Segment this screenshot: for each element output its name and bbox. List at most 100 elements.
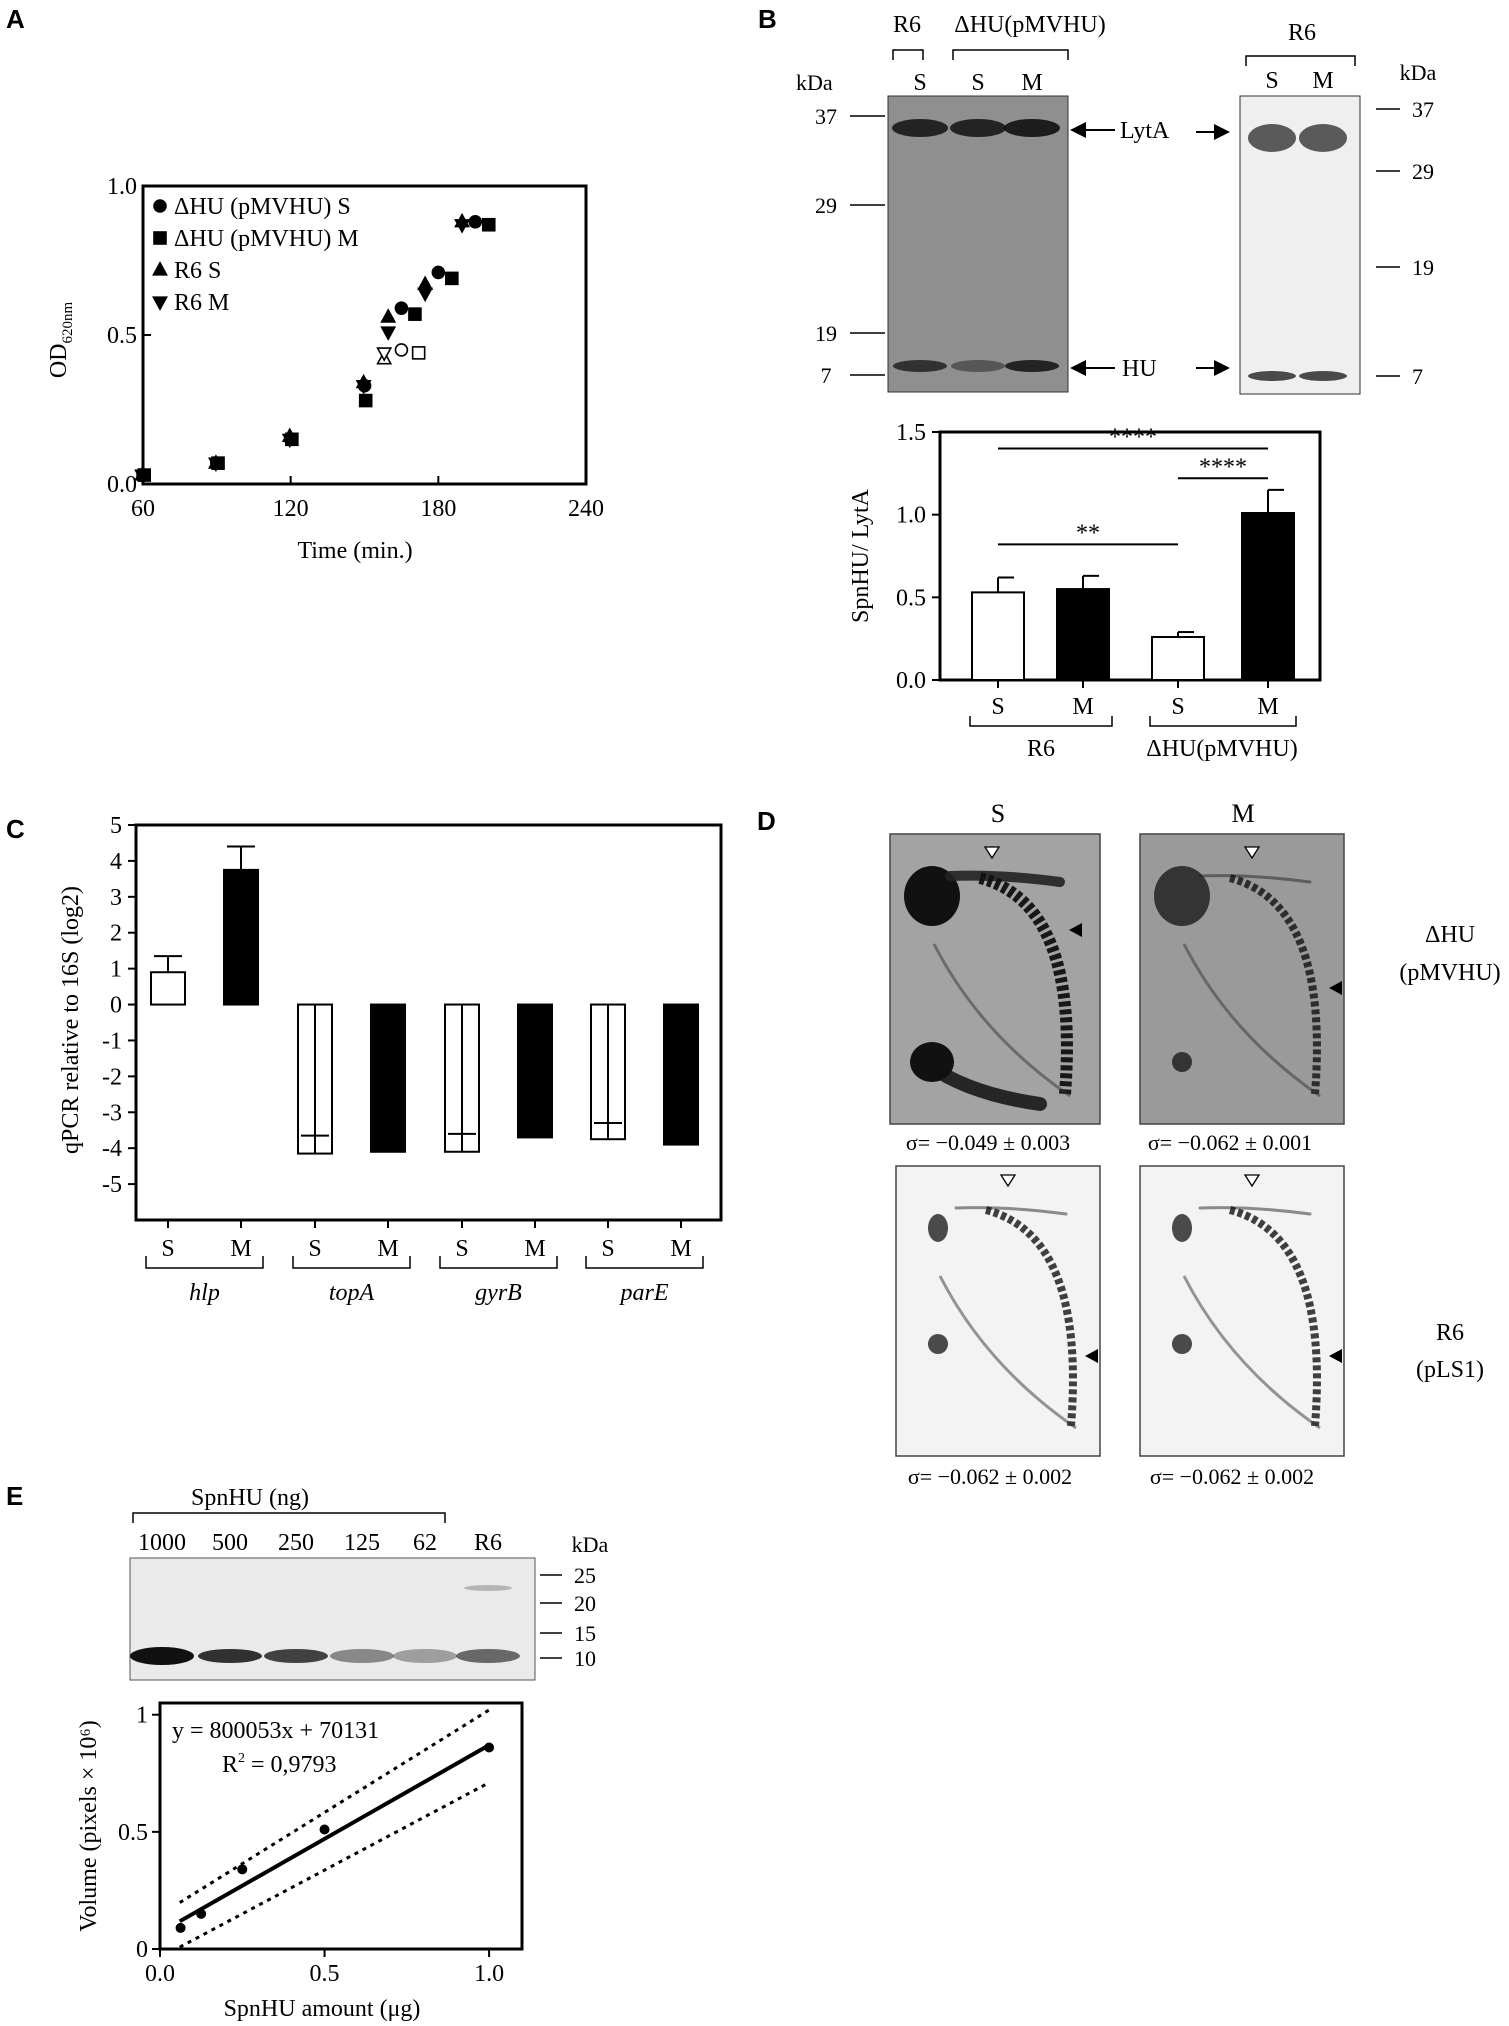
d-sigma-3: σ= −0.062 ± 0.002 — [908, 1464, 1072, 1489]
c-ytick-label: -5 — [102, 1172, 122, 1198]
e-x-axis-label: SpnHU amount (μg) — [224, 1996, 421, 2022]
a-xtick-label: 240 — [568, 496, 604, 522]
a-point — [417, 287, 434, 303]
a-ytick-label: 0.0 — [107, 472, 137, 498]
a-point — [408, 307, 422, 321]
panel-e: E SpnHU (ng) 1000 500 250 125 62 R6 kDa 25 20… — [6, 1481, 609, 2022]
e-blot-bracket — [132, 1512, 446, 1523]
e-xtick-label: 1.0 — [474, 1961, 504, 1987]
b-ytick-label: 0.5 — [896, 585, 926, 611]
a-point — [431, 265, 446, 280]
b-significance-label: **** — [1109, 425, 1157, 451]
c-ytick-label: 5 — [110, 813, 122, 839]
b-blot1-kda: kDa — [796, 70, 833, 95]
b-blot2-marker-37: 37 — [1412, 97, 1434, 122]
b-blot1-bands — [892, 119, 1060, 372]
d-gel-streak — [1198, 874, 1312, 884]
panel-c-y-axis-label: qPCR relative to 16S (log2) — [58, 886, 84, 1154]
b-blot1-hu-band — [951, 360, 1005, 372]
c-gene-label: parE — [619, 1280, 669, 1306]
a-open-point — [376, 347, 393, 362]
c-category-label: M — [230, 1236, 251, 1262]
a-legend-entry: ΔHU (pMVHU) S — [174, 194, 351, 220]
b-group-bracket — [969, 716, 1113, 727]
c-ytick-label: -4 — [102, 1136, 122, 1162]
panel-label-d: D — [757, 806, 776, 836]
d-gel-r6-s — [895, 1165, 1101, 1457]
c-category-label: S — [308, 1236, 321, 1262]
c-gene-bracket — [292, 1256, 411, 1269]
e-marker-15: 15 — [574, 1621, 596, 1646]
a-point — [445, 271, 459, 286]
a-point — [207, 457, 224, 473]
c-ytick-label: 2 — [110, 921, 122, 947]
b-bar — [1241, 512, 1295, 681]
d-row-label-2a: R6 — [1436, 1320, 1464, 1346]
b-blot2-kda: kDa — [1400, 60, 1437, 85]
e-blot-band — [198, 1649, 262, 1663]
c-gene-bracket — [145, 1256, 264, 1269]
a-ytick-label: 1.0 — [107, 174, 137, 200]
panel-label-c: C — [6, 814, 25, 844]
d-gel-filled-arrowhead — [1329, 1349, 1342, 1363]
c-ytick-label: 1 — [110, 957, 122, 983]
e-lane-label: 500 — [212, 1530, 248, 1556]
e-xtick-label: 0.5 — [310, 1961, 340, 1987]
panel-a-data-points — [134, 212, 496, 484]
e-marker-10: 10 — [574, 1646, 596, 1671]
d-gel-spot — [904, 866, 960, 926]
panel-b-y-axis-label: SpnHU/ LytA — [848, 488, 874, 623]
a-xtick-label: 120 — [273, 496, 309, 522]
a-point — [454, 219, 470, 234]
c-category-label: S — [161, 1236, 174, 1262]
a-point — [380, 326, 397, 341]
d-gel-images — [889, 833, 1345, 1457]
e-lane-label: R6 — [474, 1530, 502, 1556]
b-blot1-marker-19: 19 — [815, 321, 837, 346]
a-point — [417, 275, 434, 290]
panel-c-plot-frame — [134, 823, 723, 1222]
d-gel-topoisomer-arc — [984, 1206, 1077, 1427]
a-point — [134, 469, 151, 484]
d-gel-topoisomer-arc — [978, 872, 1073, 1095]
b-bar — [1151, 636, 1205, 681]
d-gel-topoisomer-arc — [1228, 1206, 1321, 1427]
b-category-label: M — [1257, 694, 1278, 720]
panel-b: B R6 ΔHU(pMVHU) S S M kDa 37 29 19 7 Lyt… — [758, 4, 1437, 762]
e-xtick-label: 0.0 — [145, 1961, 175, 1987]
e-blot-band — [330, 1649, 394, 1663]
e-equation: y = 800053x + 70131 — [172, 1718, 379, 1744]
d-col-label-m: M — [1231, 799, 1254, 828]
b-blot2-lane-1: S — [1265, 68, 1278, 94]
c-ytick-label: -3 — [102, 1100, 122, 1126]
e-blot-kda: kDa — [572, 1532, 609, 1557]
b-ytick-label: 0.0 — [896, 668, 926, 694]
b-group-bracket — [1149, 716, 1297, 727]
d-gel-filled-arrowhead — [1085, 1349, 1098, 1363]
e-blot-band — [393, 1649, 457, 1663]
e-upper-ci-line — [178, 1708, 490, 1904]
d-gel-hu-m — [1139, 833, 1345, 1125]
d-gel-hu-s — [889, 833, 1101, 1125]
b-blot1-bracket-r6 — [892, 49, 924, 60]
b-blot1-lane-3: M — [1021, 70, 1042, 96]
panel-a-axis-ticks: 60 120 180 240 0.0 0.5 1.0 — [107, 174, 604, 522]
e-lower-ci-line — [179, 1781, 490, 1949]
b-blot2-marker-29: 29 — [1412, 159, 1434, 184]
e-data-point — [175, 1922, 186, 1933]
e-blot-band — [130, 1647, 194, 1665]
e-blot-faint-band — [464, 1585, 512, 1591]
b-category-label: M — [1072, 694, 1093, 720]
b-blot1-lyta-band — [950, 119, 1006, 137]
c-category-label: M — [670, 1236, 691, 1262]
panel-e-standard-curve: 0.0 0.5 1.0 0 0.5 1 — [118, 1703, 504, 1987]
b-blot2-bracket — [1245, 55, 1356, 66]
c-category-label: S — [601, 1236, 614, 1262]
b-blot2-hu-band-m — [1299, 371, 1347, 381]
panel-a-legend: ΔHU (pMVHU) S ΔHU (pMVHU) M R6 S R6 M — [152, 194, 359, 316]
d-gel-secondary-arc — [932, 943, 1071, 1098]
c-gene-bracket — [439, 1256, 558, 1269]
e-data-point — [237, 1864, 248, 1875]
